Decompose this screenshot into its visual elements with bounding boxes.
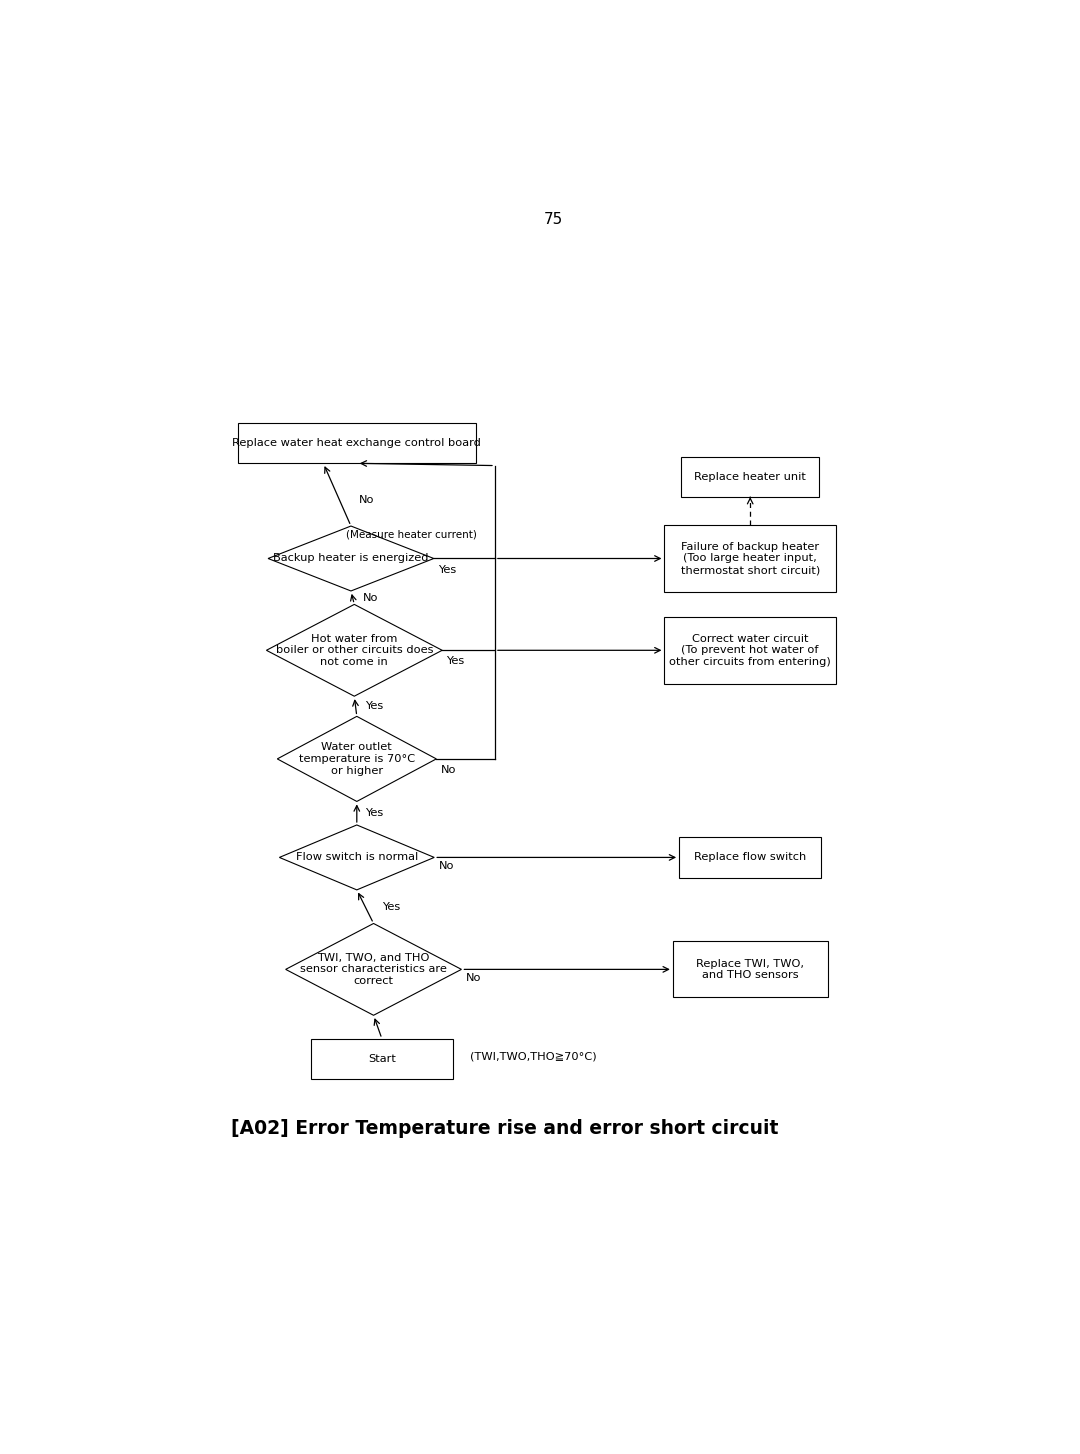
Polygon shape	[267, 605, 442, 696]
Text: Flow switch is normal: Flow switch is normal	[296, 852, 418, 862]
Text: Replace TWI, TWO,
and THO sensors: Replace TWI, TWO, and THO sensors	[697, 958, 805, 980]
Text: No: No	[465, 973, 481, 983]
Text: Replace water heat exchange control board: Replace water heat exchange control boar…	[232, 438, 482, 448]
FancyBboxPatch shape	[238, 423, 476, 464]
Polygon shape	[268, 526, 434, 590]
Text: Yes: Yes	[365, 808, 383, 819]
Text: Yes: Yes	[446, 657, 464, 666]
Text: No: No	[438, 861, 454, 871]
Text: TWI, TWO, and THO
sensor characteristics are
correct: TWI, TWO, and THO sensor characteristics…	[300, 952, 447, 986]
FancyBboxPatch shape	[681, 457, 820, 497]
Text: Yes: Yes	[382, 901, 401, 912]
FancyBboxPatch shape	[311, 1038, 454, 1079]
Text: Failure of backup heater
(Too large heater input,
thermostat short circuit): Failure of backup heater (Too large heat…	[680, 542, 820, 576]
Text: Start: Start	[368, 1054, 396, 1064]
Text: Replace flow switch: Replace flow switch	[694, 852, 807, 862]
Polygon shape	[285, 923, 461, 1015]
Text: Water outlet
temperature is 70°C
or higher: Water outlet temperature is 70°C or high…	[299, 743, 415, 775]
Polygon shape	[278, 717, 436, 801]
Text: Hot water from
boiler or other circuits does
not come in: Hot water from boiler or other circuits …	[275, 634, 433, 667]
Text: (TWI,TWO,THO≧70°C): (TWI,TWO,THO≧70°C)	[470, 1051, 596, 1061]
Text: (Measure heater current): (Measure heater current)	[346, 531, 476, 539]
Text: Correct water circuit
(To prevent hot water of
other circuits from entering): Correct water circuit (To prevent hot wa…	[670, 634, 832, 667]
Text: Yes: Yes	[365, 701, 383, 711]
Text: No: No	[363, 593, 378, 602]
Text: [A02] Error Temperature rise and error short circuit: [A02] Error Temperature rise and error s…	[231, 1120, 779, 1138]
FancyBboxPatch shape	[679, 838, 822, 878]
FancyBboxPatch shape	[673, 941, 827, 997]
FancyBboxPatch shape	[664, 525, 836, 592]
Text: No: No	[441, 765, 456, 775]
Polygon shape	[280, 824, 434, 890]
Text: 75: 75	[544, 212, 563, 227]
Text: No: No	[360, 496, 375, 506]
Text: Yes: Yes	[438, 564, 456, 574]
Text: Backup heater is energized: Backup heater is energized	[273, 554, 429, 564]
Text: Replace heater unit: Replace heater unit	[694, 471, 806, 481]
FancyBboxPatch shape	[664, 616, 836, 683]
